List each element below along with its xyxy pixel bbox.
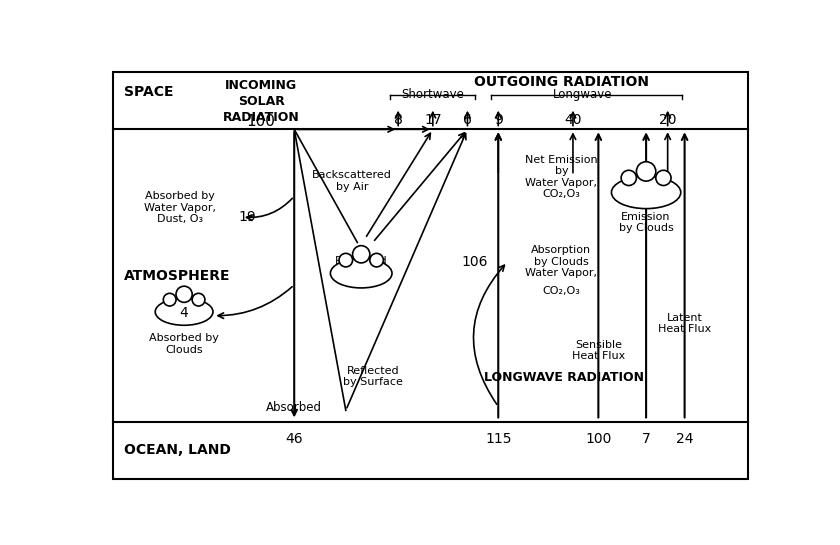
Text: Shortwave: Shortwave xyxy=(402,88,465,101)
Circle shape xyxy=(192,293,205,306)
Text: SPACE: SPACE xyxy=(124,86,174,99)
Text: 24: 24 xyxy=(676,432,693,446)
Text: ATMOSPHERE: ATMOSPHERE xyxy=(124,269,230,283)
Ellipse shape xyxy=(330,259,392,288)
Text: Backscattered
by Air: Backscattered by Air xyxy=(312,170,392,192)
Circle shape xyxy=(353,246,370,263)
Circle shape xyxy=(656,170,671,185)
Text: Absorbed by
Clouds: Absorbed by Clouds xyxy=(150,334,219,355)
Text: 4: 4 xyxy=(180,306,188,319)
Text: CO₂,O₃: CO₂,O₃ xyxy=(543,286,580,296)
Text: 115: 115 xyxy=(485,432,512,446)
Text: 6: 6 xyxy=(463,113,472,127)
Text: 40: 40 xyxy=(564,113,582,127)
Circle shape xyxy=(637,162,656,181)
Circle shape xyxy=(163,293,176,306)
Circle shape xyxy=(370,253,383,267)
Text: Latent
Heat Flux: Latent Heat Flux xyxy=(658,312,711,334)
Text: 7: 7 xyxy=(642,432,650,446)
Text: OCEAN, LAND: OCEAN, LAND xyxy=(124,443,231,457)
Text: 100: 100 xyxy=(247,114,276,129)
Text: Longwave: Longwave xyxy=(554,88,612,101)
Text: LONGWAVE RADIATION: LONGWAVE RADIATION xyxy=(485,371,644,384)
Text: 9: 9 xyxy=(494,113,502,127)
Text: Emission
by Clouds: Emission by Clouds xyxy=(619,211,674,233)
Text: 100: 100 xyxy=(585,432,612,446)
Text: Net Emission
by
Water Vapor,
CO₂,O₃: Net Emission by Water Vapor, CO₂,O₃ xyxy=(525,155,598,199)
Text: INCOMING
SOLAR
RADIATION: INCOMING SOLAR RADIATION xyxy=(223,79,300,124)
Circle shape xyxy=(621,170,637,185)
Ellipse shape xyxy=(155,298,213,325)
Text: 20: 20 xyxy=(659,113,676,127)
Text: Absorbed by
Water Vapor,
Dust, O₃: Absorbed by Water Vapor, Dust, O₃ xyxy=(144,191,216,225)
Text: Absorption
by Clouds
Water Vapor,: Absorption by Clouds Water Vapor, xyxy=(525,245,597,278)
Circle shape xyxy=(176,286,192,302)
Text: Reflected
by Surface: Reflected by Surface xyxy=(343,366,402,387)
Text: OUTGOING RADIATION: OUTGOING RADIATION xyxy=(474,75,649,89)
Ellipse shape xyxy=(612,176,680,209)
Circle shape xyxy=(339,253,353,267)
Text: 19: 19 xyxy=(239,210,256,224)
Text: Reflected
by Clouds: Reflected by Clouds xyxy=(333,256,389,277)
Text: 106: 106 xyxy=(462,255,488,269)
Text: 46: 46 xyxy=(286,432,303,446)
Text: Sensible
Heat Flux: Sensible Heat Flux xyxy=(572,340,625,361)
Text: 8: 8 xyxy=(394,113,402,127)
Text: 17: 17 xyxy=(424,113,442,127)
Text: Absorbed: Absorbed xyxy=(266,401,323,414)
